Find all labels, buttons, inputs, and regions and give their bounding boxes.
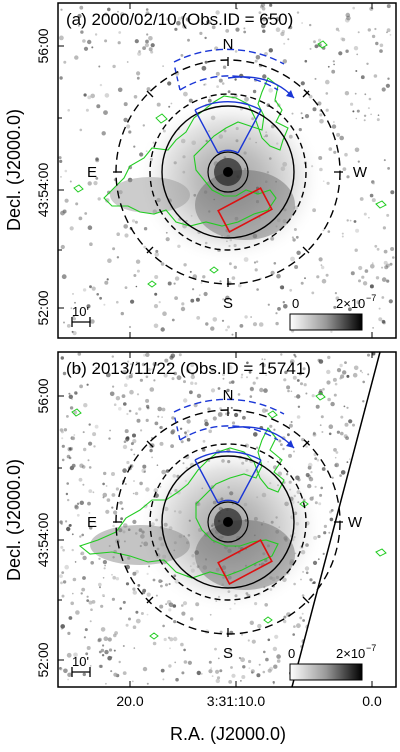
contour-blob [71,408,82,417]
contour-blob [263,616,273,624]
y-tick-label: 43:54:00 [35,163,51,218]
north-label: N [223,387,234,404]
source-circle [207,501,249,543]
contour-blob [375,548,387,557]
east-label: E [87,514,97,531]
east-label: E [87,164,97,181]
y-tick-label: 52:00 [35,642,51,677]
ring-ticks [113,57,343,287]
contour-blob [315,392,326,401]
west-label: W [353,164,368,181]
contour-blob [155,113,168,124]
contour-blob [299,500,309,508]
arrow-head [286,90,294,98]
contour-blob [267,410,278,419]
y-tick-label: 56:00 [35,28,51,63]
axis-ticks [58,3,373,338]
y-axis-label: Decl. (J2000.0) [4,109,24,231]
contour-blob [375,200,387,209]
contour-blob [147,280,157,288]
contour-blob [209,266,219,274]
contour-b [78,426,285,579]
panel-title: (a) 2000/02/10 (Obs.ID = 650) [66,10,293,29]
off-chip-region [292,352,396,687]
arrow-head [286,440,294,448]
panel-frame [57,2,397,339]
contour-blob [73,184,84,193]
panel-a: N S E W (a) 2000/02/10 (Obs.ID = 650) 10… [4,2,397,339]
scale-bar: 10' [71,654,91,677]
north-label: N [223,36,234,53]
panel-frame [57,351,397,688]
svg-text:0: 0 [288,646,295,661]
x-axis-label: R.A. (J2000.0) [170,724,286,744]
contour-blob [149,632,159,640]
panel-b: N S E W (b) 2013/11/22 (Obs.ID = 15741) … [4,351,397,688]
y-axis-label: Decl. (J2000.0) [4,459,24,581]
annulus-inner [149,93,307,251]
svg-text:10': 10' [72,654,89,669]
colorbar: 0 2×10 −7 [289,293,376,331]
inner-circle [161,455,295,589]
y-tick-label: 52:00 [35,290,51,325]
south-label: S [223,645,233,662]
svg-text:10': 10' [72,304,89,319]
x-tick-label: 20.0 [116,693,143,709]
source-region-box [217,187,273,233]
x-tick-label: 0.0 [362,693,382,709]
contour-blob [317,40,328,49]
west-label: W [348,514,363,531]
svg-text:−7: −7 [366,293,376,303]
svg-text:2×10: 2×10 [336,296,365,311]
x-tick-label: 3:31:10.0 [207,693,266,709]
svg-text:−7: −7 [366,643,376,653]
y-tick-label: 56:00 [35,378,51,413]
source-region-box [217,539,273,585]
axis-ticks [58,352,373,687]
panel-title: (b) 2013/11/22 (Obs.ID = 15741) [66,359,311,378]
colorbar: 0 2×10 −7 [288,643,376,681]
inner-circle [161,105,295,239]
y-tick-label: 43:54:00 [35,513,51,568]
scale-bar: 10' [71,304,91,327]
central-source [223,167,233,177]
contour-a [103,77,289,227]
svg-text:0: 0 [292,296,299,311]
east-emission [90,525,190,565]
source-circle [207,151,249,193]
south-label: S [223,295,233,312]
annulus-inner [149,443,307,601]
svg-text:2×10: 2×10 [336,646,365,661]
central-source [223,517,233,527]
chip-edge [291,352,381,687]
ring-ticks [113,407,343,637]
